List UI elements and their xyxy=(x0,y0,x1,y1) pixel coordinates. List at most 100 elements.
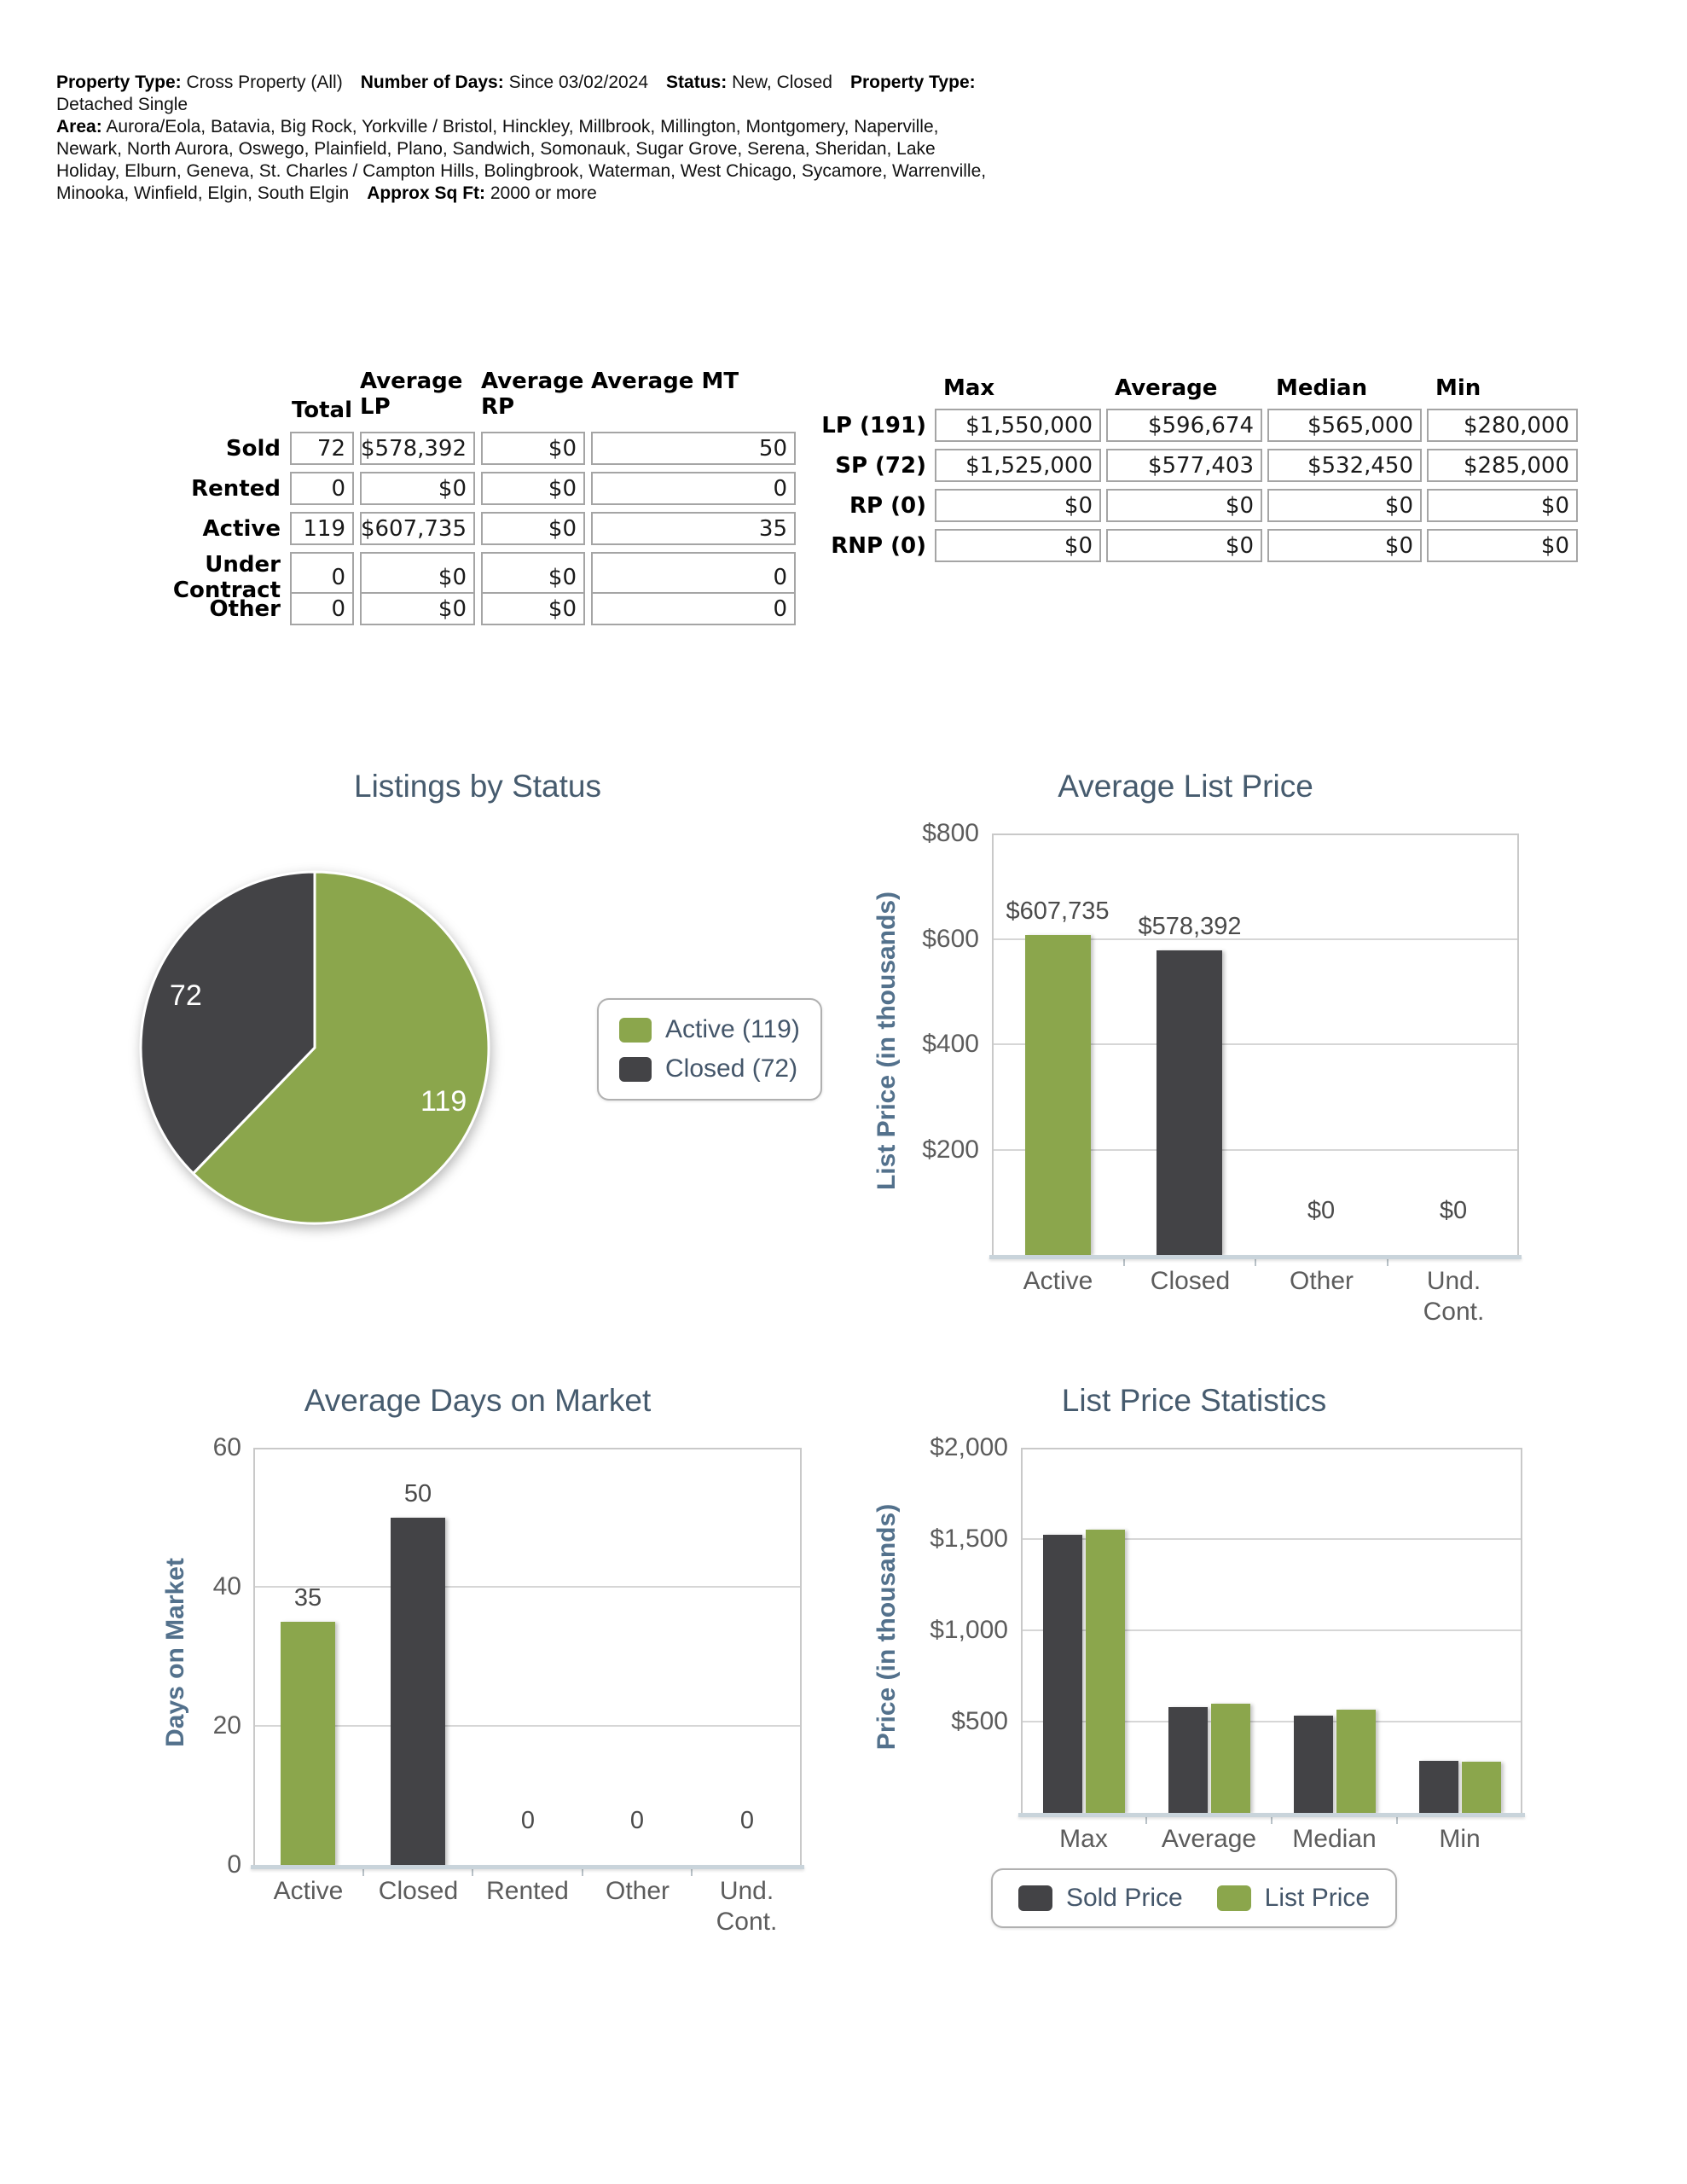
x-axis-tick xyxy=(1271,1813,1272,1824)
bar-value-label: 0 xyxy=(520,1807,536,1834)
criteria-value: Aurora/Eola, Batavia, Big Rock, Yorkvill… xyxy=(56,117,987,203)
table-row-lp: LP (191) $1,550,000 $596,674 $565,000 $2… xyxy=(815,409,1578,442)
bar-median xyxy=(1294,1716,1333,1813)
pie-slice-label: 119 xyxy=(420,1085,467,1118)
status-summary-table: Total Average LP Average RP Average MT S… xyxy=(98,369,796,632)
legend-label: Closed (72) xyxy=(665,1054,798,1083)
table-row-sold: Sold 72 $578,392 $0 50 xyxy=(98,432,796,465)
x-category-label: Closed xyxy=(378,1877,459,1905)
bar-max xyxy=(1086,1530,1125,1813)
column-header-median: Median xyxy=(1276,375,1368,401)
bar-value-label: $0 xyxy=(1307,1197,1336,1224)
cell-median: $0 xyxy=(1267,489,1422,522)
x-axis-tick xyxy=(1255,1255,1256,1266)
legend-item-list-price: List Price xyxy=(1216,1884,1370,1913)
cell-average-mt: 35 xyxy=(591,512,796,545)
criteria-label: Area: xyxy=(56,117,102,136)
table-row-rp: RP (0) $0 $0 $0 $0 xyxy=(815,489,1578,522)
x-category-label: Average xyxy=(1161,1825,1257,1853)
y-tick-label: $200 xyxy=(922,1136,979,1164)
criteria-value: Since 03/02/2024 xyxy=(508,73,649,92)
x-axis-tick xyxy=(691,1865,693,1876)
x-axis-tick xyxy=(1145,1813,1147,1824)
column-header-average: Average xyxy=(1115,375,1218,401)
x-category-label: Median xyxy=(1292,1825,1377,1853)
x-category-label: Max xyxy=(1059,1825,1108,1853)
bar-value-label: $578,392 xyxy=(1138,913,1242,940)
criteria-value: New, Closed xyxy=(732,73,832,92)
criteria-label: Approx Sq Ft: xyxy=(367,183,486,203)
y-tick-label: 60 xyxy=(212,1433,241,1461)
bar-value-label: 0 xyxy=(629,1807,645,1834)
column-header-total: Total xyxy=(291,398,353,423)
cell-min: $0 xyxy=(1427,489,1578,522)
cell-average-mt: 0 xyxy=(591,472,796,505)
price-statistics-table: Max Average Median Min LP (191) $1,550,0… xyxy=(815,375,1578,569)
cell-total: 0 xyxy=(290,592,354,625)
cell-total: 0 xyxy=(290,472,354,505)
lps-legend: Sold Price List Price xyxy=(990,1868,1398,1928)
cell-total: 72 xyxy=(290,432,354,465)
criteria-value: Detached Single xyxy=(56,95,188,114)
bar-closed xyxy=(391,1518,445,1866)
cell-average-rp: $0 xyxy=(481,432,585,465)
legend-swatch-sold-price xyxy=(1017,1885,1052,1911)
report-criteria: Property Type: Cross Property (All) Numb… xyxy=(56,72,988,205)
x-axis-tick xyxy=(362,1865,364,1876)
cell-average-lp: $578,392 xyxy=(360,432,475,465)
avg-days-on-market-chart-title: Average Days on Market xyxy=(304,1383,652,1418)
cell-max: $1,525,000 xyxy=(935,449,1101,482)
legend-label: Active (119) xyxy=(665,1015,800,1043)
gridline xyxy=(255,1725,800,1727)
bar-value-label: 35 xyxy=(293,1584,322,1612)
y-tick-label: $1,500 xyxy=(930,1525,1008,1553)
bar-median xyxy=(1336,1710,1376,1813)
cell-average: $0 xyxy=(1106,489,1262,522)
x-axis-tick xyxy=(1123,1255,1125,1266)
bar-active xyxy=(281,1622,335,1865)
table-row-other: Other 0 $0 $0 0 xyxy=(98,592,796,625)
row-label: RP (0) xyxy=(849,492,926,519)
x-axis-tick xyxy=(472,1865,473,1876)
column-header-average-rp: Average RP xyxy=(481,369,584,420)
pie-slice-active xyxy=(192,870,490,1225)
row-label: SP (72) xyxy=(835,452,926,479)
y-tick-label: 20 xyxy=(212,1711,241,1740)
pie-slice-closed xyxy=(139,870,316,1175)
status-table-header-row: Total Average LP Average RP Average MT xyxy=(98,369,796,423)
cell-min: $0 xyxy=(1427,529,1578,562)
gridline xyxy=(1023,1629,1521,1631)
x-axis-tick xyxy=(1396,1813,1398,1824)
listings-by-status-pie: 119 72 xyxy=(139,870,490,1225)
criteria-value: Cross Property (All) xyxy=(186,73,343,92)
criteria-label: Status: xyxy=(666,73,728,92)
x-category-label: Active xyxy=(1023,1267,1093,1295)
y-tick-label: $800 xyxy=(922,819,979,847)
lps-legend-wrapper: Sold Price List Price xyxy=(921,1868,1467,1928)
cell-average-rp: $0 xyxy=(481,512,585,545)
cell-average: $596,674 xyxy=(1106,409,1262,442)
cell-total: 119 xyxy=(290,512,354,545)
column-header-max: Max xyxy=(943,375,995,401)
legend-label: Sold Price xyxy=(1065,1884,1183,1912)
avg-list-price-chart-title: Average List Price xyxy=(1058,769,1313,804)
x-axis-line xyxy=(251,1865,804,1869)
bar-min xyxy=(1462,1762,1501,1813)
y-axis-title-days-on-market: Days on Market xyxy=(161,1558,189,1747)
x-axis-line xyxy=(989,1255,1522,1259)
bar-min xyxy=(1419,1761,1458,1813)
cell-average-lp: $607,735 xyxy=(360,512,475,545)
bar-average xyxy=(1211,1704,1250,1813)
row-label: Rented xyxy=(191,475,281,502)
cell-max: $0 xyxy=(935,489,1101,522)
bar-active xyxy=(1025,935,1091,1255)
x-axis-line xyxy=(1018,1813,1525,1817)
row-label: LP (191) xyxy=(821,412,926,439)
x-category-label: Und. Cont. xyxy=(716,1877,778,1936)
bar-value-label: $0 xyxy=(1439,1197,1468,1224)
price-table-header-row: Max Average Median Min xyxy=(815,375,1578,403)
list-price-statistics-chart-title: List Price Statistics xyxy=(1061,1383,1327,1418)
bar-max xyxy=(1043,1535,1082,1813)
bar-average xyxy=(1168,1707,1208,1813)
